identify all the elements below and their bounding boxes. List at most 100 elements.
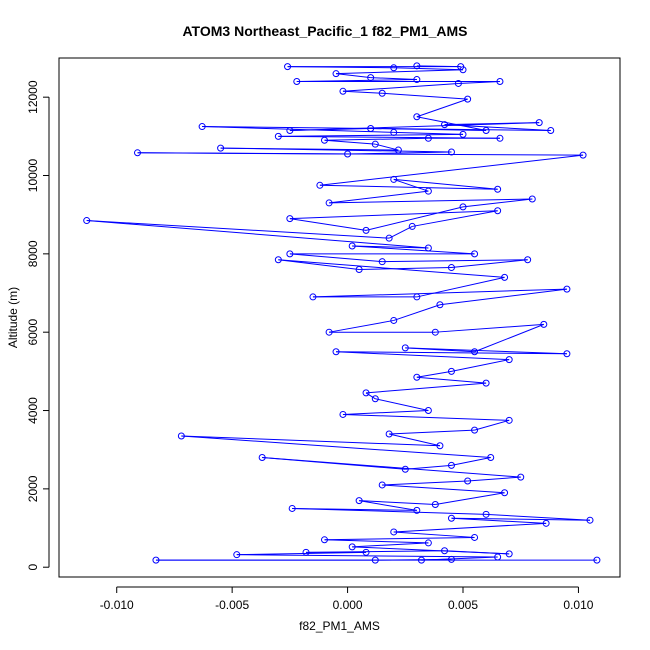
series-segment (389, 429, 475, 435)
data-point (471, 533, 479, 541)
series-segment (393, 178, 429, 192)
data-point (413, 293, 421, 301)
y-axis-label: Altitude (m) (6, 287, 20, 348)
data-point (362, 389, 370, 397)
series-points (83, 62, 601, 564)
data-point (447, 367, 455, 375)
series-segment (382, 484, 505, 494)
series-segment (329, 319, 394, 333)
data-point (371, 395, 379, 403)
series-segment (312, 288, 567, 298)
data-point (378, 89, 386, 97)
data-point (390, 64, 398, 72)
data-point (367, 125, 375, 133)
data-point (424, 407, 432, 415)
data-point (367, 74, 375, 82)
series-segment (451, 517, 547, 524)
data-point (378, 481, 386, 489)
data-point (464, 477, 472, 485)
series-segment (359, 500, 417, 511)
data-point (309, 293, 317, 301)
series-segment (474, 323, 544, 353)
data-point (441, 121, 449, 129)
series-segment (393, 67, 464, 71)
series-segment (405, 347, 475, 353)
y-tick-label: 8000 (26, 240, 40, 267)
data-point (413, 76, 421, 84)
series-segment (342, 90, 383, 94)
data-point (579, 151, 587, 159)
data-point (447, 148, 455, 156)
data-point (348, 543, 356, 551)
data-point (496, 78, 504, 86)
series-segment (393, 131, 464, 135)
data-point (302, 548, 310, 556)
series-segment (370, 128, 487, 131)
data-point (535, 119, 543, 127)
data-point (447, 264, 455, 272)
data-point (339, 87, 347, 95)
data-point (371, 556, 379, 564)
data-point (390, 316, 398, 324)
series-segment (393, 178, 498, 190)
data-point (454, 79, 462, 87)
data-point (459, 203, 467, 211)
data-point (494, 207, 502, 215)
series-segment (202, 126, 394, 133)
series-segment (382, 480, 468, 486)
x-tick-label: 0.000 (333, 598, 363, 612)
data-point (471, 250, 479, 258)
series-segment (435, 323, 544, 333)
y-tick-label: 2000 (26, 475, 40, 502)
y-tick-label: 4000 (26, 397, 40, 424)
data-point (447, 514, 455, 522)
series-segment (296, 79, 417, 83)
series-segment (336, 69, 464, 75)
data-point (293, 78, 301, 86)
data-point (542, 519, 550, 527)
data-point (274, 132, 282, 140)
data-point (198, 123, 206, 131)
data-point (325, 199, 333, 207)
y-tick-label: 12000 (26, 80, 40, 114)
data-point (517, 473, 525, 481)
data-point (413, 373, 421, 381)
data-point (593, 556, 601, 564)
y-tick-label: 0 (26, 564, 40, 571)
data-point (436, 301, 444, 309)
series-segment (451, 259, 528, 269)
series-segment (412, 210, 498, 227)
data-point (413, 113, 421, 121)
data-point (286, 250, 294, 258)
data-point (390, 528, 398, 536)
data-point (563, 285, 571, 293)
plot-frame (58, 57, 621, 578)
series-segment (324, 139, 376, 145)
data-point (482, 510, 490, 518)
series-segment (181, 435, 491, 459)
data-point (401, 465, 409, 473)
data-point (457, 63, 465, 71)
data-point (288, 504, 296, 512)
data-point (371, 140, 379, 148)
data-point (284, 63, 292, 71)
series-segment (319, 154, 584, 186)
data-point (501, 489, 509, 497)
data-point (320, 136, 328, 144)
series-segment (342, 413, 510, 421)
data-point (133, 149, 141, 157)
y-tick-label: 6000 (26, 319, 40, 346)
series-segment (393, 522, 547, 533)
data-point (494, 185, 502, 193)
series-segment (451, 359, 510, 372)
series-segment (236, 554, 498, 558)
data-point (505, 356, 513, 364)
data-point (348, 242, 356, 250)
series-segment (319, 184, 498, 190)
series-segment (86, 220, 390, 239)
series-segment (439, 288, 567, 306)
data-point (505, 416, 513, 424)
data-point (459, 130, 467, 138)
series-segment (342, 82, 459, 92)
